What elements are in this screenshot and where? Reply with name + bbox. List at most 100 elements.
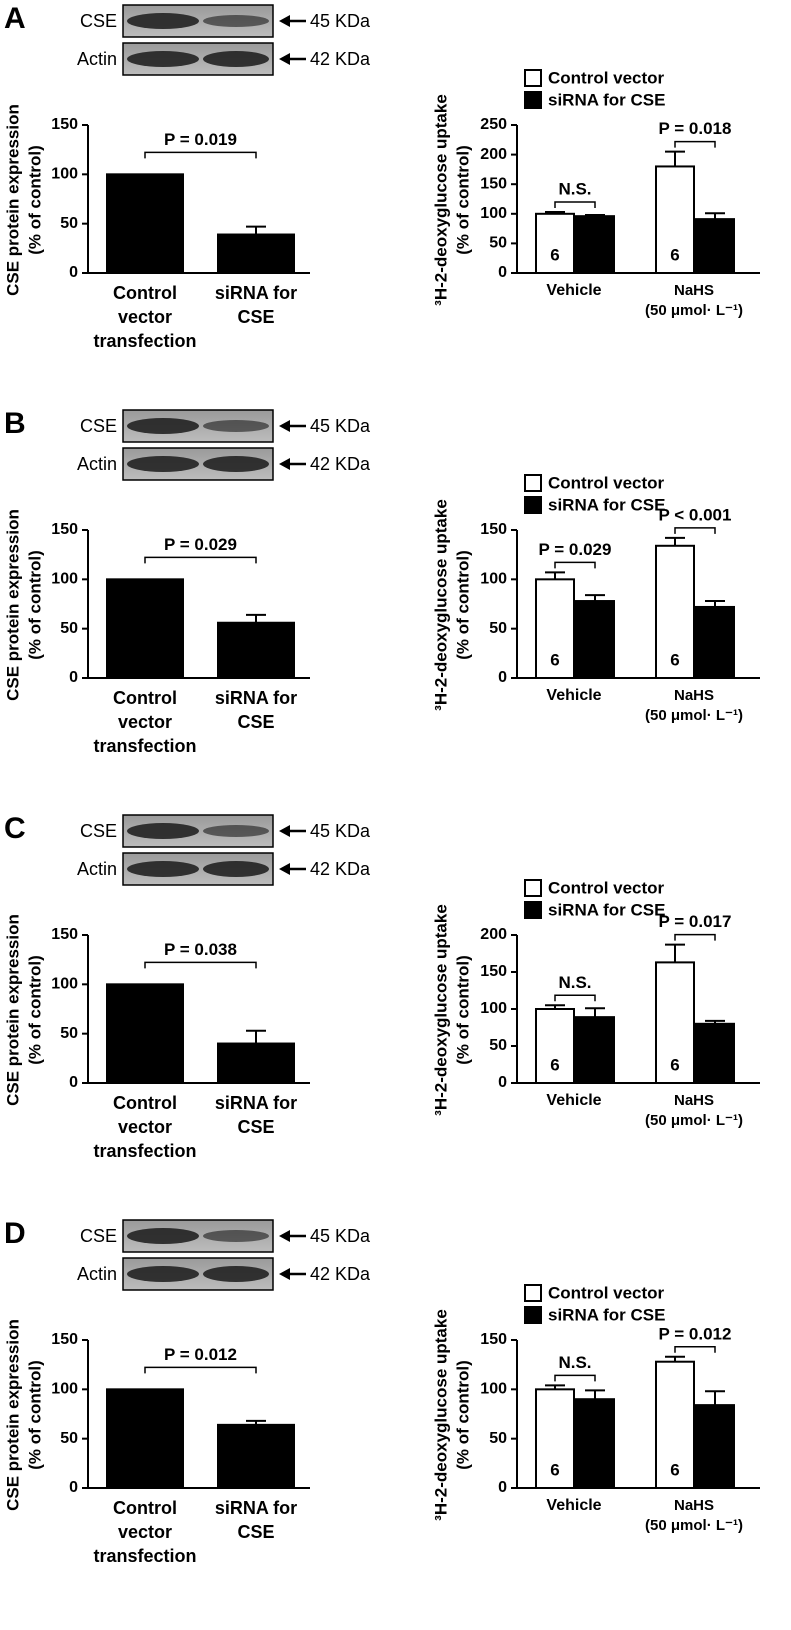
blot-arrowhead — [279, 863, 290, 875]
blot-band — [127, 1266, 199, 1282]
bar — [535, 578, 575, 679]
panel-label: D — [4, 1217, 26, 1250]
y-axis-label: (% of control) — [25, 145, 44, 255]
legend-swatch — [524, 901, 542, 919]
significance-bracket — [554, 994, 596, 1002]
x-tick-label-box: Vehicle — [546, 1092, 602, 1109]
y-tick-label: 250 — [480, 116, 507, 133]
x-tick-label: Vehicle — [546, 1092, 602, 1109]
blot-size-label: 45 KDa — [310, 416, 371, 436]
bar-n-label: 6 — [590, 650, 599, 669]
legend-label: Control vector — [548, 68, 665, 87]
blot-arrowhead — [279, 1230, 290, 1242]
y-tick-label: 50 — [489, 620, 507, 637]
y-axis-label: CSE protein expression — [3, 104, 22, 296]
x-tick-label: NaHS (50 μmol· L⁻¹) — [645, 687, 743, 724]
x-tick-label-box: Vehicle — [546, 282, 601, 299]
bar — [695, 1404, 735, 1489]
bar — [695, 605, 735, 680]
bar — [535, 212, 575, 275]
x-tick-label-box: Vehicle — [546, 687, 601, 704]
y-tick-label: 150 — [51, 521, 78, 538]
blot-band — [127, 1228, 199, 1244]
x-tick-label: Control vector transfection — [93, 1498, 197, 1566]
blot-size-label: 45 KDa — [310, 1226, 371, 1246]
y-tick-label: 100 — [480, 1000, 507, 1017]
significance-label: P = 0.019 — [164, 130, 237, 149]
y-tick-label: 100 — [480, 1381, 507, 1398]
x-tick-label-box: NaHS (50 μmol· L⁻¹) — [645, 282, 743, 319]
y-axis-label: (% of control) — [25, 550, 44, 660]
legend-swatch — [524, 1306, 542, 1324]
x-tick-label: siRNA for CSE — [214, 688, 298, 732]
bar-n-label: 6 — [710, 245, 719, 264]
blot-band — [127, 13, 199, 29]
blot-band — [127, 51, 199, 67]
blot-size-label: 45 KDa — [310, 821, 371, 841]
legend-label: siRNA for CSE — [548, 900, 665, 919]
blot-arrowhead — [279, 1268, 290, 1280]
y-axis-label: ³H-2-deoxyglucose uptake — [431, 904, 450, 1116]
bar — [217, 1423, 295, 1490]
x-tick-label: Control vector transfection — [93, 688, 197, 756]
legend-label: siRNA for CSE — [548, 90, 665, 109]
x-tick-label: siRNA for CSE — [214, 1498, 298, 1542]
x-tick-label: Control vector transfection — [93, 1093, 197, 1161]
bar-n-label: 6 — [590, 1055, 599, 1074]
y-tick-label: 150 — [480, 175, 507, 192]
significance-bracket — [144, 151, 257, 159]
significance-bracket — [674, 140, 716, 148]
bar-n-label: 6 — [670, 1055, 679, 1074]
bar-n-label: 6 — [710, 650, 719, 669]
y-tick-label: 0 — [498, 264, 507, 281]
y-axis-label: (% of control) — [453, 550, 472, 660]
blot-row-label: Actin — [77, 49, 117, 69]
y-axis-label: (% of control) — [453, 1360, 472, 1470]
y-tick-label: 100 — [480, 205, 507, 222]
bar-n-label: 6 — [550, 245, 559, 264]
y-tick-label: 50 — [60, 1430, 78, 1447]
y-tick-label: 200 — [480, 926, 507, 943]
bar-n-label: 6 — [710, 1460, 719, 1479]
bar-n-label: 6 — [710, 1055, 719, 1074]
significance-label: P = 0.012 — [659, 1324, 732, 1343]
x-tick-label-box: Control vector transfection — [93, 1498, 197, 1566]
y-axis-label: ³H-2-deoxyglucose uptake — [431, 1309, 450, 1521]
x-tick-label: NaHS (50 μmol· L⁻¹) — [645, 1497, 743, 1534]
bar-n-label: 6 — [670, 245, 679, 264]
x-tick-label-box: siRNA for CSE — [214, 1093, 298, 1137]
y-tick-label: 50 — [489, 1430, 507, 1447]
bar — [106, 173, 184, 274]
legend-swatch — [524, 1284, 542, 1302]
significance-label: P < 0.001 — [659, 505, 732, 524]
significance-bracket — [554, 561, 596, 569]
blot-band — [203, 15, 269, 27]
bar — [217, 233, 295, 275]
bar — [106, 578, 184, 679]
bar — [655, 961, 695, 1085]
bar — [655, 1360, 695, 1489]
blot-arrowhead — [279, 420, 290, 432]
bar — [535, 1008, 575, 1084]
y-axis-label: (% of control) — [453, 955, 472, 1065]
y-tick-label: 50 — [489, 235, 507, 252]
y-tick-label: 0 — [69, 669, 78, 686]
bar — [106, 1388, 184, 1490]
bar-n-label: 3 — [251, 1460, 260, 1479]
x-tick-label: siRNA for CSE — [214, 1093, 298, 1137]
y-axis-label: (% of control) — [25, 955, 44, 1065]
y-tick-label: 0 — [498, 1479, 507, 1496]
x-tick-label: Control vector transfection — [93, 283, 197, 351]
legend-swatch — [524, 91, 542, 109]
bar-n-label: 3 — [140, 245, 149, 264]
y-tick-label: 0 — [69, 264, 78, 281]
bar — [655, 544, 695, 680]
x-tick-label-box: Vehicle — [546, 1497, 601, 1514]
bar-n-label: 3 — [251, 1055, 260, 1074]
significance-label: P = 0.029 — [164, 535, 237, 554]
blot-band — [203, 51, 269, 67]
y-axis-label: ³H-2-deoxyglucose uptake — [431, 499, 450, 711]
y-tick-label: 200 — [480, 146, 507, 163]
significance-label: N.S. — [558, 973, 591, 992]
